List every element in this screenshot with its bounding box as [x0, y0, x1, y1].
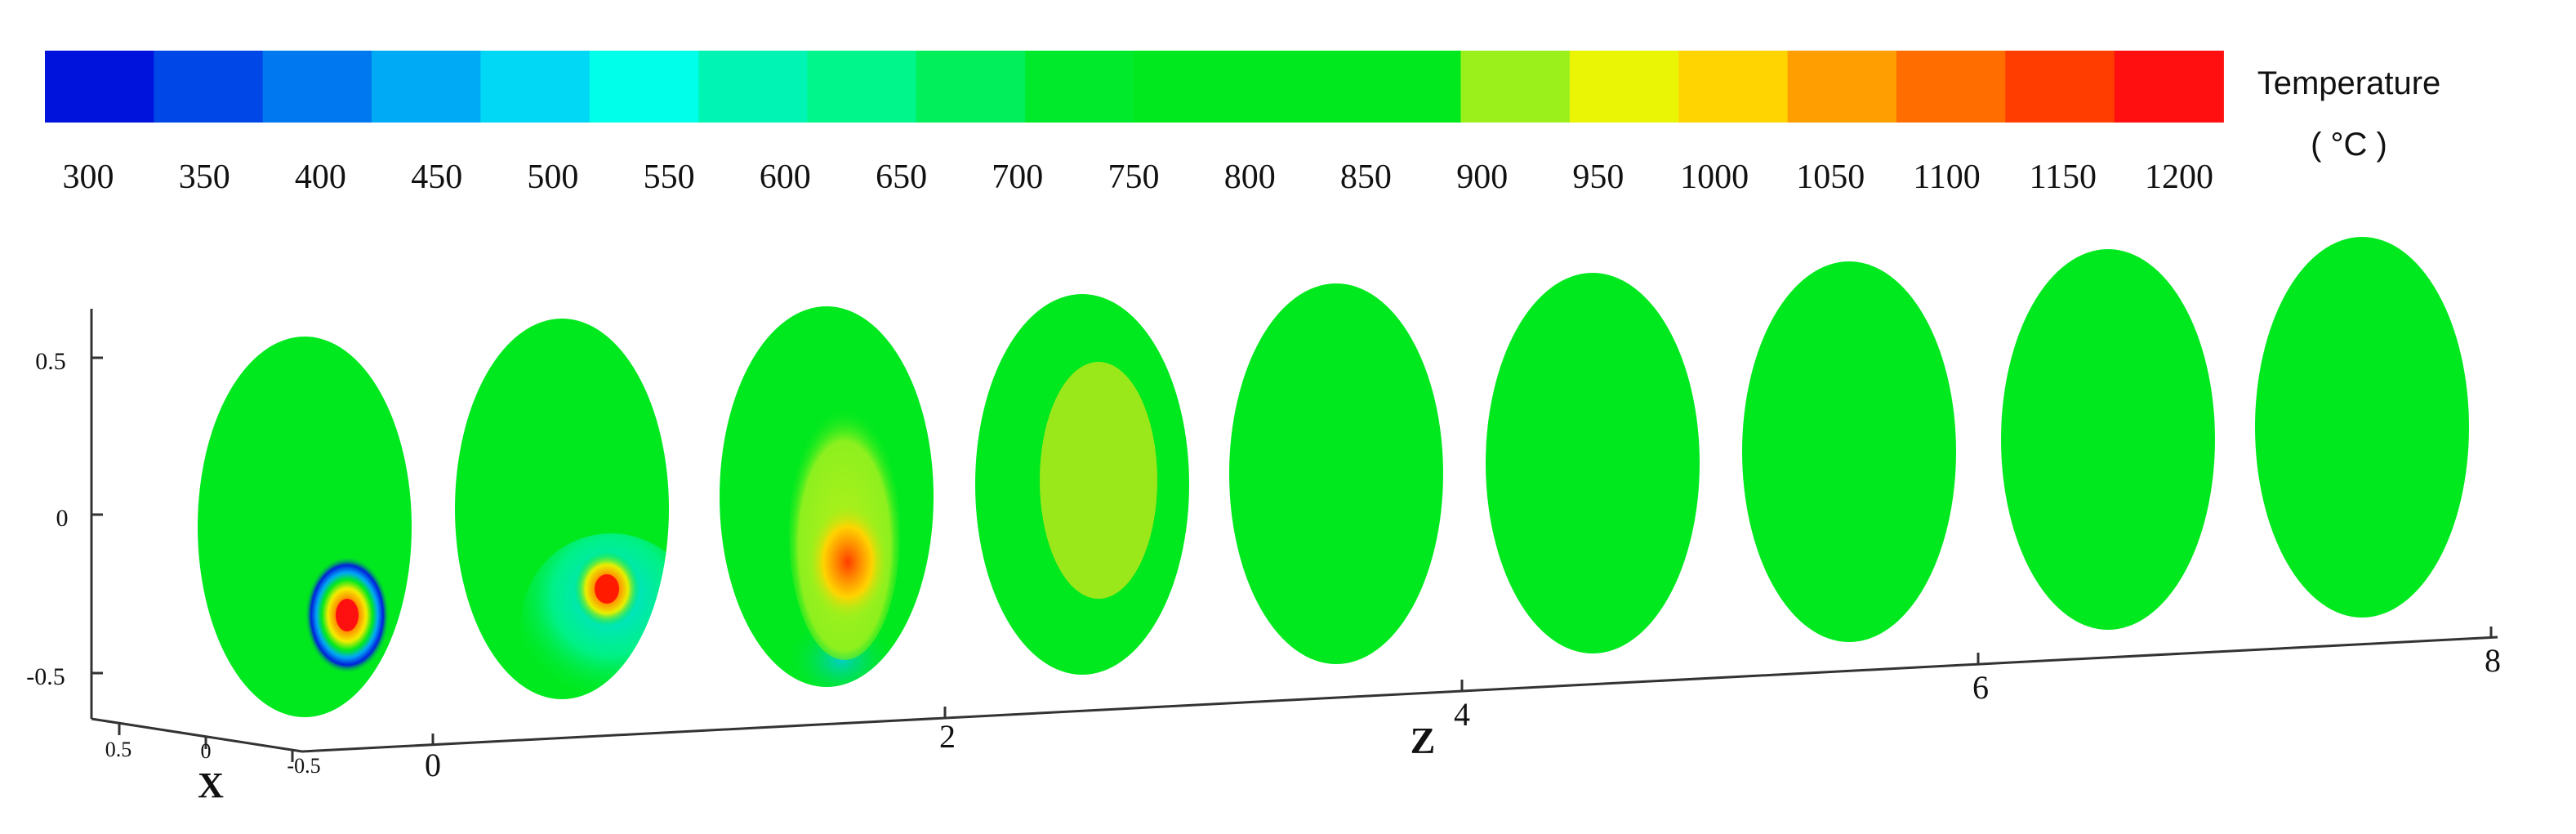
- colorbar-tick-label: 1050: [1796, 158, 1865, 196]
- hotspot: [807, 503, 889, 621]
- colorbar-tick-label: 1100: [1913, 158, 1980, 196]
- slice-z2: [720, 306, 934, 687]
- x-tick-label-05: 0.5: [105, 738, 132, 761]
- x-axis-line: [91, 717, 303, 753]
- slice-z3: [975, 294, 1189, 675]
- z-tick-label-2: 2: [939, 718, 956, 755]
- colorbar-tick-label: 950: [1572, 158, 1624, 196]
- colorbar-segment: [1896, 51, 2007, 123]
- warm-region: [1040, 362, 1157, 599]
- slice-z0: [198, 337, 412, 717]
- colorbar-tick-labels: 300 350 400 450 500 550 600 650 700 750 800 850 900 9…: [63, 158, 2214, 196]
- z-tick-label-6: 6: [1972, 669, 1989, 706]
- legend-unit: ( °C ): [2311, 127, 2387, 163]
- colorbar-segment: [1569, 51, 1680, 123]
- slice-ellipse: [1229, 283, 1443, 664]
- slice-z7: [2001, 249, 2215, 630]
- slice-ellipse: [1486, 273, 1700, 653]
- colorbar-segment: [1678, 51, 1789, 123]
- colorbar-segment: [45, 51, 155, 123]
- slice-z1: [455, 319, 669, 699]
- colorbar-segment: [480, 51, 591, 123]
- z-tick-label-4: 4: [1454, 696, 1470, 733]
- colorbar-tick-label: 700: [992, 158, 1043, 196]
- x-axis-label: X: [198, 765, 224, 805]
- colorbar-segment: [1787, 51, 1897, 123]
- colorbar-tick-label: 450: [411, 158, 462, 196]
- colorbar-tick-label: 1200: [2145, 158, 2213, 196]
- slice-z6: [1742, 261, 1956, 642]
- colorbar-segment: [262, 51, 372, 123]
- z-tick-label-8: 8: [2485, 642, 2501, 679]
- axes-3d: [90, 309, 2498, 762]
- colorbar-segment: [589, 51, 699, 123]
- slice-ellipse: [1742, 261, 1956, 642]
- colorbar-tick-label: 1150: [2030, 158, 2097, 196]
- colorbar-segment: [698, 51, 809, 123]
- colorbar-tick-label: 350: [179, 158, 230, 196]
- colorbar-segment: [2114, 51, 2224, 123]
- colorbar-tick-label: 750: [1108, 158, 1160, 196]
- slice-z4: [1229, 283, 1443, 664]
- colorbar-tick-label: 300: [63, 158, 114, 196]
- y-tick-label-m05: -0.5: [26, 663, 65, 690]
- slice-ellipse: [198, 337, 412, 717]
- cross-section-slices: [198, 237, 2469, 717]
- slice-ellipse: [2001, 249, 2215, 630]
- colorbar-segment: [372, 51, 482, 123]
- slice-z5: [1486, 273, 1700, 653]
- colorbar-segment: [1460, 51, 1571, 123]
- colorbar-segment: [2005, 51, 2115, 123]
- x-tick-label-m05: -0.5: [287, 754, 320, 778]
- colorbar-tick-label: 550: [644, 158, 695, 196]
- z-axis-line: [301, 636, 2498, 753]
- colorbar-tick-label: 1000: [1680, 158, 1749, 196]
- colorbar-legend: [45, 51, 2224, 123]
- colorbar-tick-label: 800: [1224, 158, 1276, 196]
- legend-title: Temperature: [2257, 65, 2441, 101]
- colorbar-tick-label: 650: [876, 158, 927, 196]
- colorbar-tick-label: 400: [295, 158, 346, 196]
- slice-ellipse: [2255, 237, 2469, 618]
- colorbar-segment: [1242, 51, 1353, 123]
- y-tick-label-05: 0.5: [35, 348, 66, 375]
- colorbar-segment: [154, 51, 264, 123]
- colorbar-segment: [1352, 51, 1462, 123]
- hotspot-core: [336, 599, 359, 631]
- colorbar-segment: [1025, 51, 1135, 123]
- colorbar-tick-label: 900: [1456, 158, 1508, 196]
- colorbar-segment: [916, 51, 1026, 123]
- x-tick-label-0: 0: [201, 739, 212, 763]
- colorbar-tick-label: 600: [760, 158, 811, 196]
- colorbar-segment: [1134, 51, 1244, 123]
- y-tick-label-0: 0: [56, 505, 69, 532]
- slice-z8: [2255, 237, 2469, 618]
- z-tick-label-0: 0: [425, 747, 441, 783]
- colorbar-segment: [807, 51, 917, 123]
- hotspot-core: [595, 574, 619, 604]
- colorbar-tick-label: 850: [1340, 158, 1392, 196]
- z-axis-label: Z: [1411, 720, 1436, 761]
- colorbar-tick-label: 500: [527, 158, 578, 196]
